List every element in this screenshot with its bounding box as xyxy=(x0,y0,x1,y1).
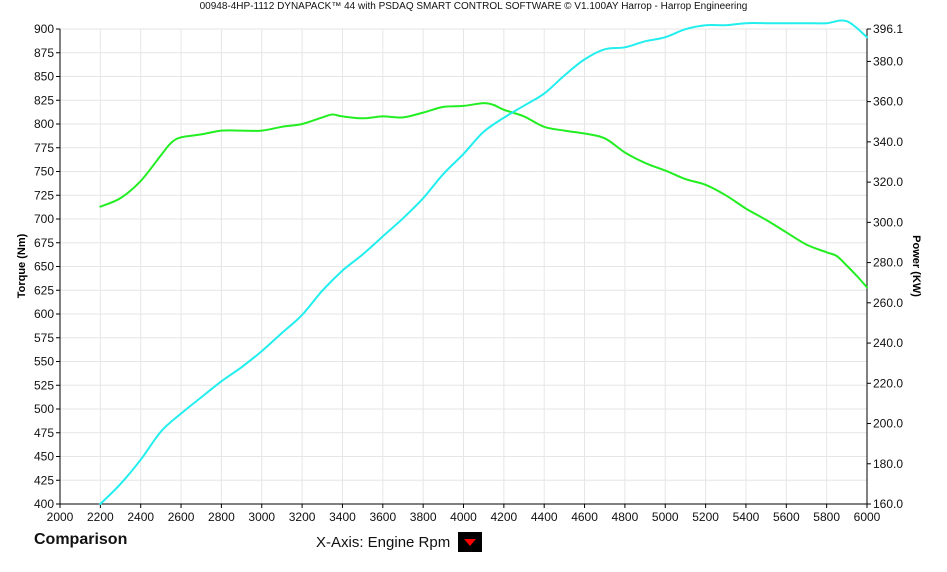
x-tick-label: 3200 xyxy=(289,510,316,524)
red-down-triangle-icon xyxy=(464,538,477,546)
y-right-tick-label: 380.0 xyxy=(873,54,903,68)
y-left-tick-label: 525 xyxy=(34,378,54,392)
y-right-tick-label: 200.0 xyxy=(873,417,903,431)
y-axis-left-label: Torque (Nm) xyxy=(16,233,28,298)
y-left-tick-label: 650 xyxy=(34,260,54,274)
x-tick-label: 3000 xyxy=(248,510,275,524)
y-right-tick-label: 300.0 xyxy=(873,215,903,229)
y-right-tick-label: 260.0 xyxy=(873,296,903,310)
x-tick-label: 2600 xyxy=(168,510,195,524)
y-left-tick-label: 400 xyxy=(34,497,54,511)
x-tick-label: 4000 xyxy=(450,510,477,524)
y-left-tick-label: 775 xyxy=(34,141,54,155)
x-tick-label: 3400 xyxy=(329,510,356,524)
y-left-tick-label: 675 xyxy=(34,236,54,250)
grid-lines xyxy=(59,28,868,505)
y-right-tick-label: 396.1 xyxy=(873,22,903,36)
x-tick-labels: 2000 2200 2400 2600 2800 3000 3200 3400 3600 3800… xyxy=(47,510,881,524)
x-axis-selector: X-Axis: Engine Rpm xyxy=(316,532,483,552)
x-tick-label: 4600 xyxy=(571,510,598,524)
comparison-label: Comparison xyxy=(34,531,128,548)
power-series-line xyxy=(99,19,868,505)
y-axis-right-label: Power (KW) xyxy=(910,235,922,297)
y-right-tick-label: 320.0 xyxy=(873,175,903,189)
x-axis-caption: X-Axis: Engine Rpm xyxy=(316,533,451,551)
y-left-tick-label: 475 xyxy=(34,426,54,440)
y-right-tick-label: 240.0 xyxy=(873,336,903,350)
y-right-tick-label: 220.0 xyxy=(873,376,903,390)
x-tick-label: 2200 xyxy=(87,510,114,524)
y-left-tick-label: 725 xyxy=(34,188,54,202)
y-right-tick-labels: 160.0 180.0 200.0 220.0 240.0 260.0 280.0 300.0… xyxy=(873,22,903,511)
x-tick-label: 2000 xyxy=(47,510,74,524)
y-left-tick-label: 800 xyxy=(34,117,54,131)
y-left-tick-label: 550 xyxy=(34,355,54,369)
y-left-tick-label: 450 xyxy=(34,450,54,464)
y-left-tick-label: 825 xyxy=(34,93,54,107)
y-right-tick-label: 160.0 xyxy=(873,497,903,511)
y-right-tick-label: 180.0 xyxy=(873,457,903,471)
x-tick-label: 5600 xyxy=(773,510,800,524)
y-left-tick-label: 875 xyxy=(34,46,54,60)
x-tick-label: 5800 xyxy=(813,510,840,524)
x-tick-label: 5200 xyxy=(692,510,719,524)
x-tick-label: 5000 xyxy=(652,510,679,524)
y-right-tick-label: 340.0 xyxy=(873,135,903,149)
axes xyxy=(56,28,871,508)
torque-series-line xyxy=(99,102,868,289)
chart-title: 00948-4HP-1112 DYNAPACK™ 44 with PSDAQ S… xyxy=(199,1,748,12)
y-left-tick-label: 600 xyxy=(34,307,54,321)
y-left-tick-label: 500 xyxy=(34,402,54,416)
y-left-tick-label: 750 xyxy=(34,165,54,179)
y-right-tick-label: 280.0 xyxy=(873,256,903,270)
y-left-tick-label: 700 xyxy=(34,212,54,226)
x-tick-label: 4800 xyxy=(612,510,639,524)
x-tick-label: 3800 xyxy=(410,510,437,524)
y-left-tick-label: 850 xyxy=(34,70,54,84)
x-tick-label: 2400 xyxy=(127,510,154,524)
y-left-tick-labels: 400 425 450 475 500 525 550 575 600 625 650 675 700 7… xyxy=(34,22,54,511)
y-left-tick-label: 425 xyxy=(34,473,54,487)
y-left-tick-label: 900 xyxy=(34,22,54,36)
x-tick-label: 2800 xyxy=(208,510,235,524)
x-axis-dropdown-button[interactable] xyxy=(458,532,483,552)
x-tick-label: 5400 xyxy=(733,510,760,524)
x-tick-label: 6000 xyxy=(854,510,881,524)
x-tick-label: 4200 xyxy=(490,510,517,524)
y-right-tick-label: 360.0 xyxy=(873,95,903,109)
x-tick-label: 4400 xyxy=(531,510,558,524)
y-left-tick-label: 575 xyxy=(34,331,54,345)
series-lines xyxy=(99,19,868,505)
y-left-tick-label: 625 xyxy=(34,283,54,297)
x-tick-label: 3600 xyxy=(369,510,396,524)
